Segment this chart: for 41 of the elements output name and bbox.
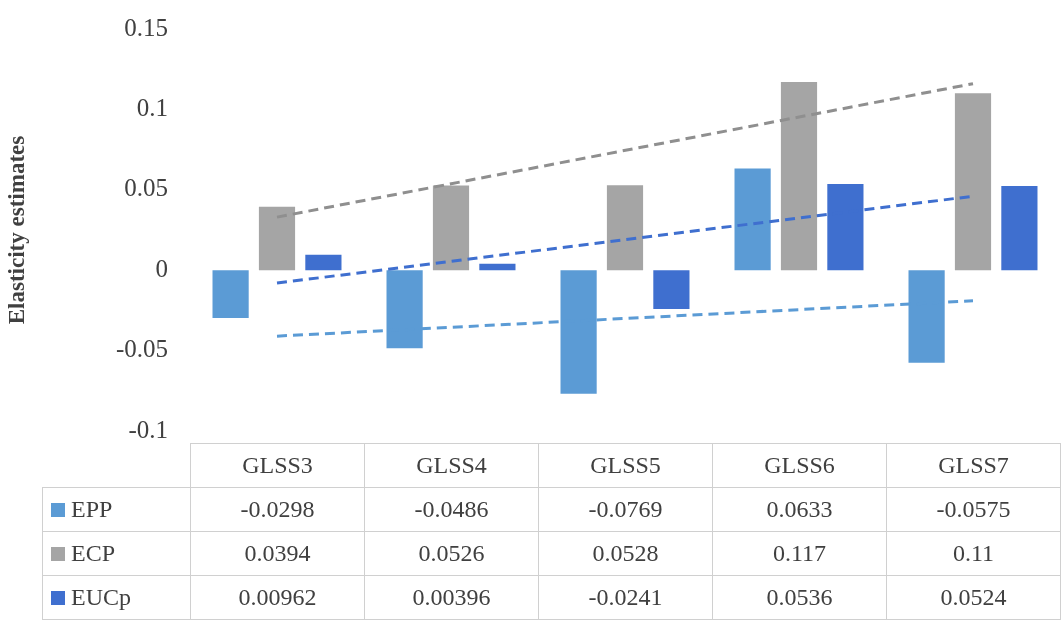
y-tick-label: -0.05 — [115, 335, 168, 363]
data-label: 0.0528 — [538, 531, 713, 576]
data-label: 0.0394 — [190, 531, 365, 576]
y-tick-label: 0.15 — [124, 13, 168, 41]
data-label: 0.00962 — [190, 575, 365, 620]
x-tick-label: GLSS4 — [364, 443, 539, 488]
data-label: 0.00396 — [364, 575, 539, 620]
data-label: 0.0633 — [712, 487, 887, 532]
y-axis-title: Elasticity estimates — [3, 135, 29, 325]
legend-label: EUCp — [71, 584, 131, 610]
bar — [212, 270, 249, 319]
y-tick-label: 0.05 — [124, 174, 168, 202]
bar — [1001, 185, 1038, 271]
x-tick-label: GLSS6 — [712, 443, 887, 488]
y-tick-label: 0.1 — [136, 93, 168, 121]
x-tick-label: GLSS7 — [886, 443, 1061, 488]
y-tick-label: -0.1 — [128, 415, 168, 443]
y-tick-label: 0 — [155, 254, 168, 282]
bar — [653, 270, 690, 309]
legend-label: ECP — [71, 540, 116, 566]
bar — [479, 263, 516, 271]
data-label: 0.117 — [712, 531, 887, 576]
data-label: 0.0536 — [712, 575, 887, 620]
bar — [258, 206, 296, 271]
legend-label: EPP — [71, 496, 113, 522]
bar — [780, 82, 818, 271]
bar — [606, 185, 644, 271]
bar — [954, 93, 992, 271]
x-tick-label: GLSS5 — [538, 443, 713, 488]
data-label: 0.0524 — [886, 575, 1061, 620]
data-label: -0.0298 — [190, 487, 365, 532]
bar — [734, 168, 771, 271]
data-label: -0.0769 — [538, 487, 713, 532]
bar — [305, 254, 342, 271]
data-label: -0.0486 — [364, 487, 539, 532]
data-label: -0.0575 — [886, 487, 1061, 532]
data-label: 0.0526 — [364, 531, 539, 576]
bar — [432, 185, 470, 271]
data-label: -0.0241 — [538, 575, 713, 620]
x-tick-label: GLSS3 — [190, 443, 365, 488]
data-label: 0.11 — [886, 531, 1061, 576]
